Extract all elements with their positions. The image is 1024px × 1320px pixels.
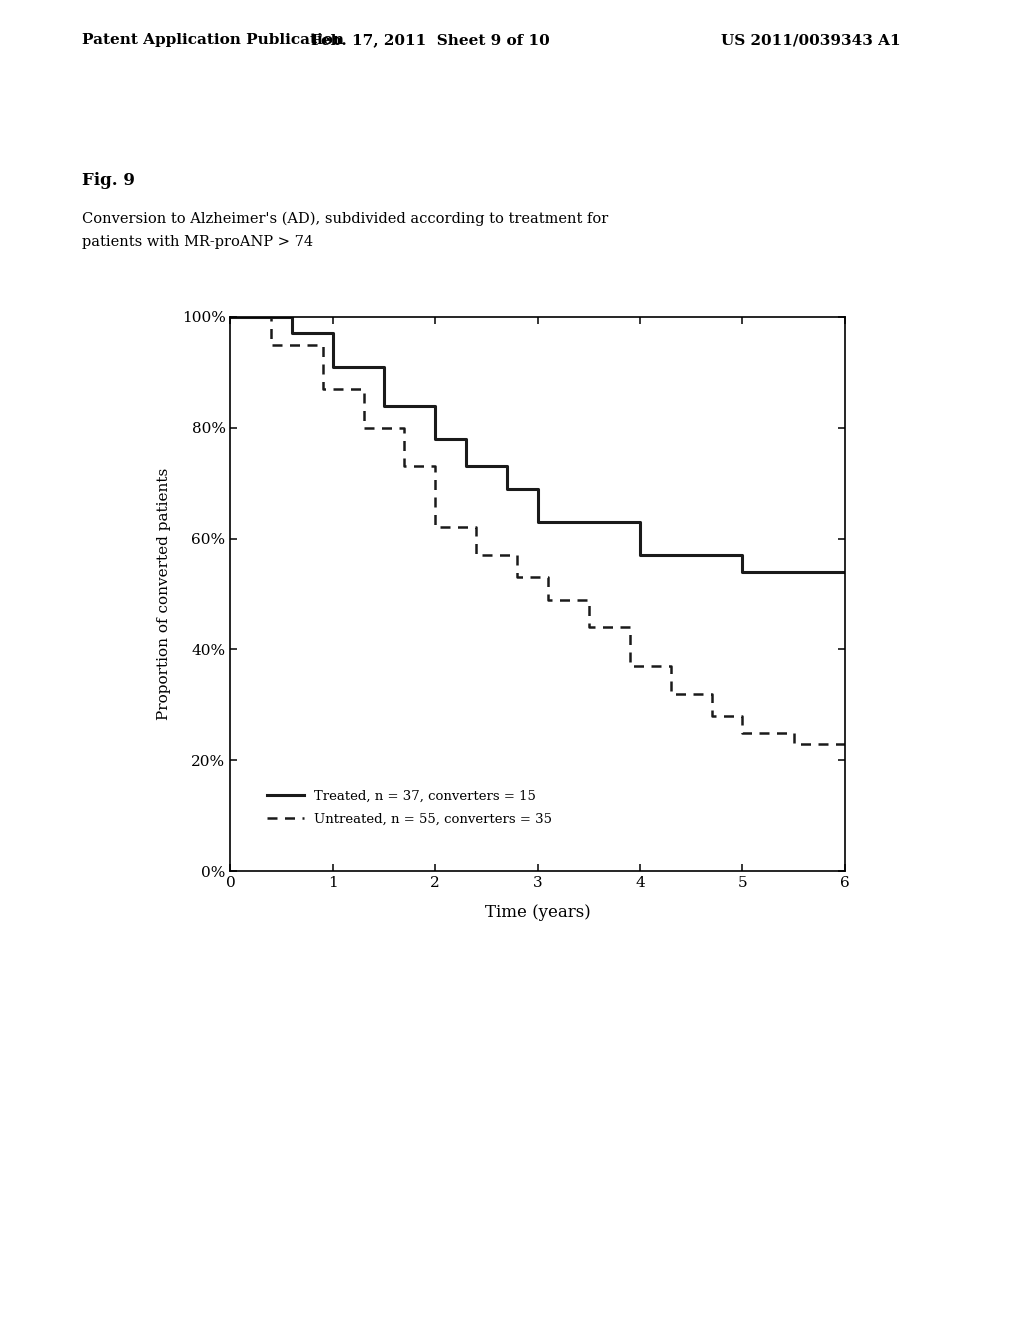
Text: patients with MR-proANP > 74: patients with MR-proANP > 74 bbox=[82, 235, 313, 249]
X-axis label: Time (years): Time (years) bbox=[484, 904, 591, 921]
Y-axis label: Proportion of converted patients: Proportion of converted patients bbox=[157, 467, 171, 721]
Legend: Treated, n = 37, converters = 15, Untreated, n = 55, converters = 35: Treated, n = 37, converters = 15, Untrea… bbox=[261, 784, 558, 832]
Text: Feb. 17, 2011  Sheet 9 of 10: Feb. 17, 2011 Sheet 9 of 10 bbox=[310, 33, 550, 48]
Text: Conversion to Alzheimer's (AD), subdivided according to treatment for: Conversion to Alzheimer's (AD), subdivid… bbox=[82, 211, 608, 226]
Text: Fig. 9: Fig. 9 bbox=[82, 172, 135, 189]
Text: Patent Application Publication: Patent Application Publication bbox=[82, 33, 344, 48]
Text: US 2011/0039343 A1: US 2011/0039343 A1 bbox=[722, 33, 901, 48]
